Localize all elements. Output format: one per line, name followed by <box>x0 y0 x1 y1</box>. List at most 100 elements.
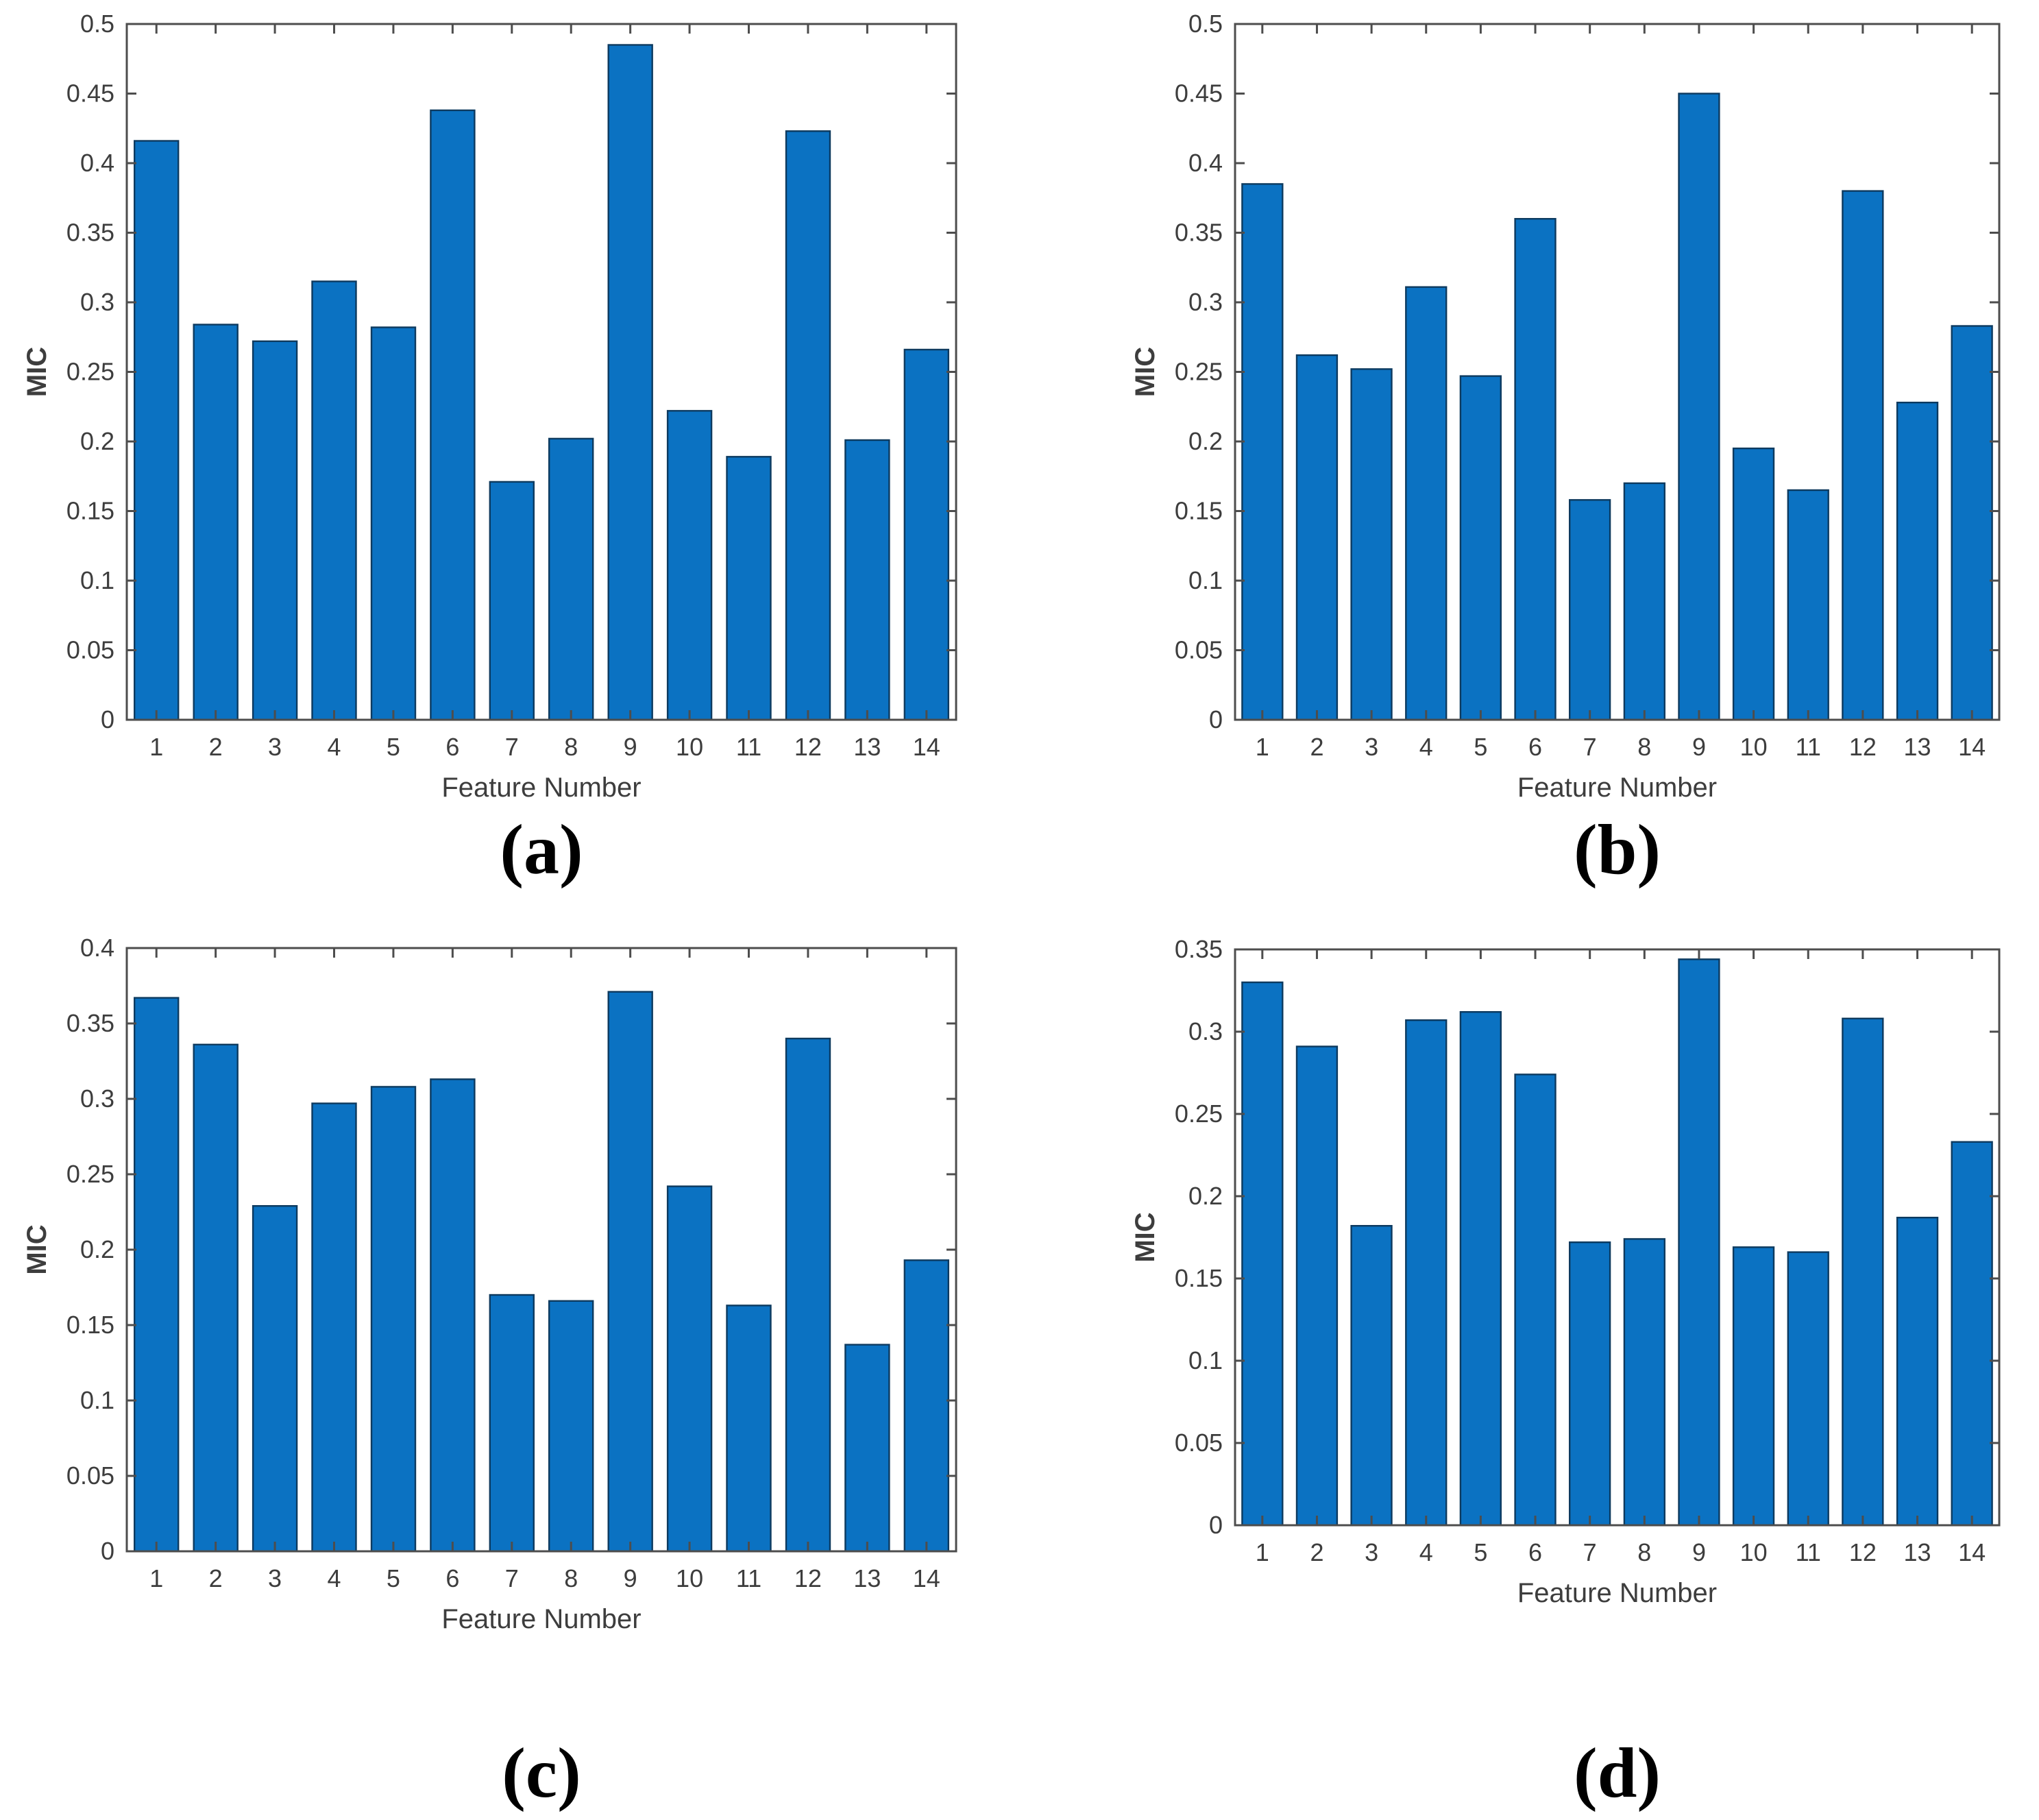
x-tick-label: 10 <box>1740 1538 1768 1566</box>
bar-rect <box>311 280 357 721</box>
bar-rect <box>726 1305 772 1553</box>
x-tick-label: 1 <box>1256 1538 1269 1566</box>
x-tick-label: 13 <box>853 1564 881 1592</box>
bars-group <box>133 44 950 721</box>
x-tick-label: 6 <box>1528 1538 1542 1566</box>
y-tick-label: 0.25 <box>1175 1100 1223 1128</box>
y-tick-label: 0 <box>101 1537 114 1565</box>
bar-rect <box>430 1078 476 1553</box>
y-tick-label: 0.1 <box>80 566 114 594</box>
x-tick-label: 2 <box>1310 733 1323 761</box>
x-tick-label: 10 <box>676 733 703 761</box>
bar-rect <box>1787 489 1829 721</box>
bar-rect <box>1459 375 1502 721</box>
bar-rect <box>1405 1019 1448 1527</box>
y-tick-label: 0.35 <box>1175 219 1223 247</box>
y-tick-label: 0.2 <box>80 427 114 455</box>
y-tick-label: 0.05 <box>66 636 114 664</box>
y-axis-label: MIC <box>1130 1212 1160 1262</box>
bar-rect <box>370 326 417 721</box>
bar-rect <box>1514 218 1556 721</box>
y-axis-label: MIC <box>22 1224 52 1274</box>
x-tick-label: 13 <box>853 733 881 761</box>
axis-box <box>125 947 957 1553</box>
y-tick-label: 0.05 <box>1175 1429 1223 1457</box>
y-tick-label: 0.3 <box>1188 288 1223 316</box>
y-tick-label: 0.1 <box>1188 1346 1223 1374</box>
x-tick-label: 4 <box>1419 733 1433 761</box>
bar-rect <box>548 437 594 721</box>
bar-rect <box>193 324 239 721</box>
y-tick-label: 0.4 <box>1188 149 1223 177</box>
x-tick-label: 7 <box>1583 1538 1597 1566</box>
y-tick-label: 0.4 <box>80 934 114 962</box>
x-tick-label: 14 <box>913 1564 940 1592</box>
bar-rect <box>607 991 653 1553</box>
bar-rect <box>785 130 831 721</box>
bar-rect <box>1678 93 1720 721</box>
axis-box <box>125 23 957 721</box>
bar-rect <box>666 1185 713 1553</box>
panel-a: 0 0.05 0.1 0.15 0.2 0.25 0.3 0.35 0.4 0.45 0.5 1 2 3 4… <box>0 0 1019 912</box>
bar-rect <box>903 1259 950 1553</box>
bar-chart-b: 00.050.10.150.20.250.30.350.40.450.51 2 3 4… <box>1130 10 2001 803</box>
bar-rect <box>1405 286 1448 721</box>
y-axis-label: MIC <box>1130 347 1160 397</box>
x-tick-label: 12 <box>1849 1538 1877 1566</box>
x-tick-label: 12 <box>1849 733 1877 761</box>
x-tick-label: 5 <box>1474 733 1487 761</box>
bars-group <box>1241 958 1993 1527</box>
x-tick-label: 13 <box>1904 1538 1931 1566</box>
bar-rect <box>1896 1217 1939 1527</box>
bar-rect <box>726 456 772 721</box>
y-tick-label: 0.25 <box>1175 358 1223 386</box>
bar-rect <box>1732 447 1775 721</box>
bar-rect <box>903 348 950 721</box>
bar-rect <box>1623 482 1666 721</box>
x-tick-label: 13 <box>1904 733 1931 761</box>
x-tick-label: 11 <box>736 733 761 761</box>
bar-rect <box>370 1086 417 1553</box>
bars-group <box>1241 93 1993 721</box>
bar-rect <box>1569 1241 1611 1527</box>
axis-box <box>1234 23 2001 721</box>
x-tick-label: 7 <box>1583 733 1597 761</box>
x-tick-label: 3 <box>268 733 282 761</box>
x-tick-label: 8 <box>1637 733 1651 761</box>
bar-rect <box>430 109 476 721</box>
bar-rect <box>1787 1251 1829 1527</box>
x-tick-label: 8 <box>1637 1538 1651 1566</box>
x-tick-label: 4 <box>327 1564 341 1592</box>
x-tick-label: 2 <box>209 1564 223 1592</box>
x-tick-label: 14 <box>1958 1538 1986 1566</box>
y-tick-label: 0 <box>101 705 114 733</box>
x-tick-label: 14 <box>1958 733 1986 761</box>
bar-rect <box>1678 958 1720 1527</box>
y-tick-label: 0.15 <box>1175 1264 1223 1292</box>
y-tick-label: 0.35 <box>66 219 114 247</box>
bar-rect <box>1241 183 1284 721</box>
axis-box <box>1234 948 2001 1527</box>
y-tick-label: 0.15 <box>66 497 114 525</box>
bar-rect <box>1295 1045 1339 1527</box>
bar-rect <box>252 1205 298 1553</box>
x-tick-label: 12 <box>794 733 822 761</box>
y-tick-label: 0.5 <box>80 10 114 38</box>
bar-rect <box>1951 325 1993 721</box>
caption-b: (b) <box>1573 810 1661 889</box>
x-tick-label: 14 <box>913 733 940 761</box>
y-tick-label: 0.15 <box>66 1311 114 1339</box>
x-tick-label: 9 <box>1692 1538 1706 1566</box>
x-axis-label: Feature Number <box>1517 1578 1717 1608</box>
y-tick-label: 0.3 <box>80 288 114 316</box>
x-tick-label: 11 <box>736 1564 761 1592</box>
y-tick-label: 0.5 <box>1188 10 1223 38</box>
x-tick-label: 5 <box>387 733 400 761</box>
bar-rect <box>1732 1246 1775 1527</box>
x-axis-label: Feature Number <box>441 773 641 803</box>
bar-rect <box>844 1344 890 1553</box>
bar-rect <box>133 997 180 1553</box>
bar-rect <box>1842 1017 1884 1527</box>
x-tick-label: 1 <box>149 733 163 761</box>
x-tick-label: 9 <box>624 1564 637 1592</box>
